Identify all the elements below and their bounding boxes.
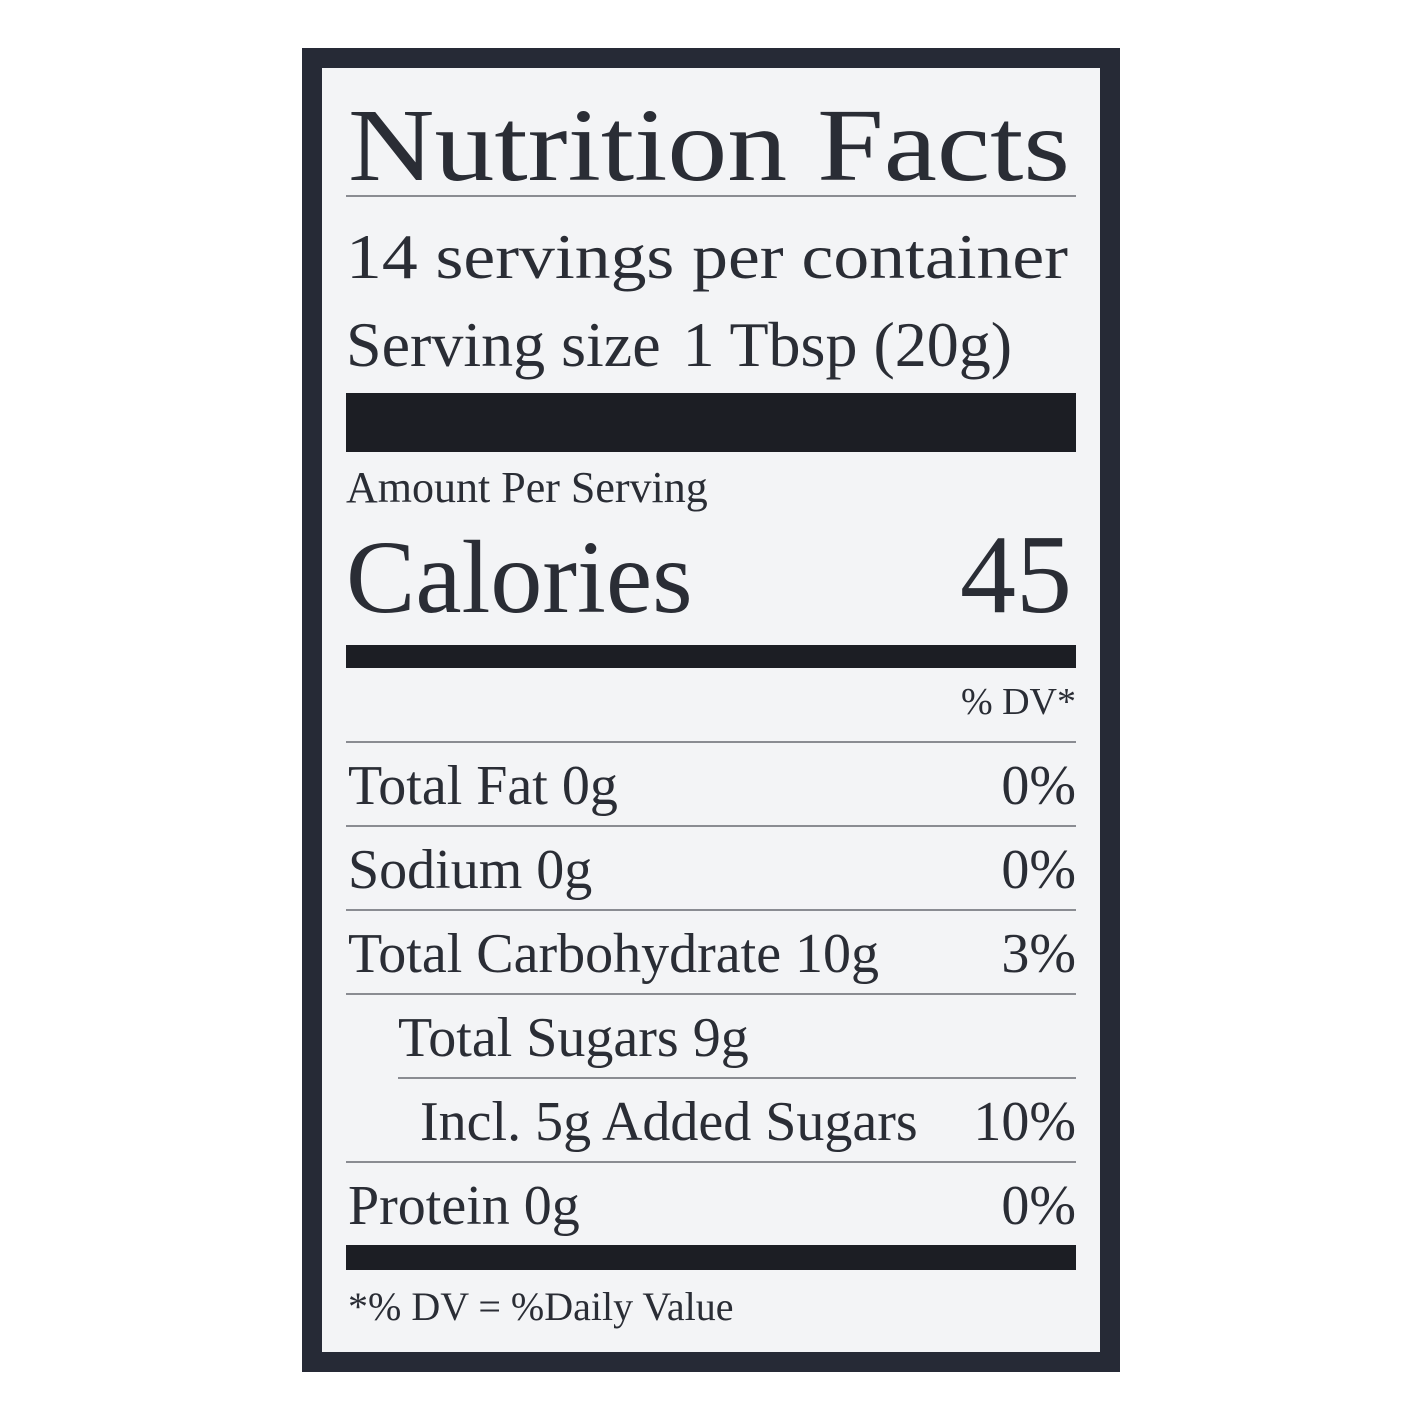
medium-bar: [346, 1245, 1076, 1270]
nutrient-row: Total Carbohydrate 10g: [348, 923, 879, 985]
medium-bar: [346, 645, 1076, 668]
nutrient-dv: 0%: [1001, 755, 1076, 817]
nutrient-amount: 0g: [524, 1175, 580, 1237]
nutrient-dv: 0%: [1001, 1175, 1076, 1237]
nutrient-amount: 9g: [693, 1007, 749, 1069]
title: Nutrition Facts: [348, 88, 1070, 203]
serving-size-value: 1 Tbsp (20g): [683, 309, 1012, 380]
nutrient-amount: 10g: [795, 923, 879, 985]
nutrient-row: Total Fat 0g: [348, 755, 618, 817]
label-panel: [322, 68, 1100, 1352]
footnote: *% DV = %Daily Value: [348, 1284, 733, 1329]
nutrient-row: Total Sugars 9g: [398, 1007, 749, 1069]
calories-label: Calories: [346, 520, 693, 635]
nutrient-dv: 3%: [1001, 923, 1076, 985]
calories-value: 45: [960, 513, 1072, 637]
nutrient-name: Total Fat: [348, 755, 548, 817]
thick-bar: [346, 393, 1076, 452]
serving-size-label: Serving size: [346, 309, 661, 380]
nutrient-amount: 0g: [536, 839, 592, 901]
nutrient-rows: Total Fat 0g 0%Sodium 0g 0%Total Carbohydrat…: [346, 755, 1076, 1237]
nutrient-name: Protein: [348, 1175, 510, 1237]
nutrient-dv: 0%: [1001, 839, 1076, 901]
nutrient-row: Incl. 5g Added Sugars: [420, 1091, 918, 1153]
servings: 14 servings per container: [346, 221, 1068, 292]
serving-size: Serving size 1 Tbsp (20g): [346, 309, 1012, 380]
nutrient-name: Incl. 5g Added Sugars: [420, 1091, 918, 1153]
amount-per-serving: Amount Per Serving: [346, 463, 708, 512]
nutrient-dv: 10%: [973, 1091, 1076, 1153]
nutrient-name: Sodium: [348, 839, 522, 901]
dv-header: % DV*: [961, 681, 1076, 723]
nutrient-row: Protein 0g: [348, 1175, 580, 1237]
nutrient-name: Total Carbohydrate: [348, 923, 781, 985]
nutrient-amount: 0g: [562, 755, 618, 817]
nutrient-row: Sodium 0g: [348, 839, 592, 901]
nutrient-name: Total Sugars: [398, 1007, 679, 1069]
